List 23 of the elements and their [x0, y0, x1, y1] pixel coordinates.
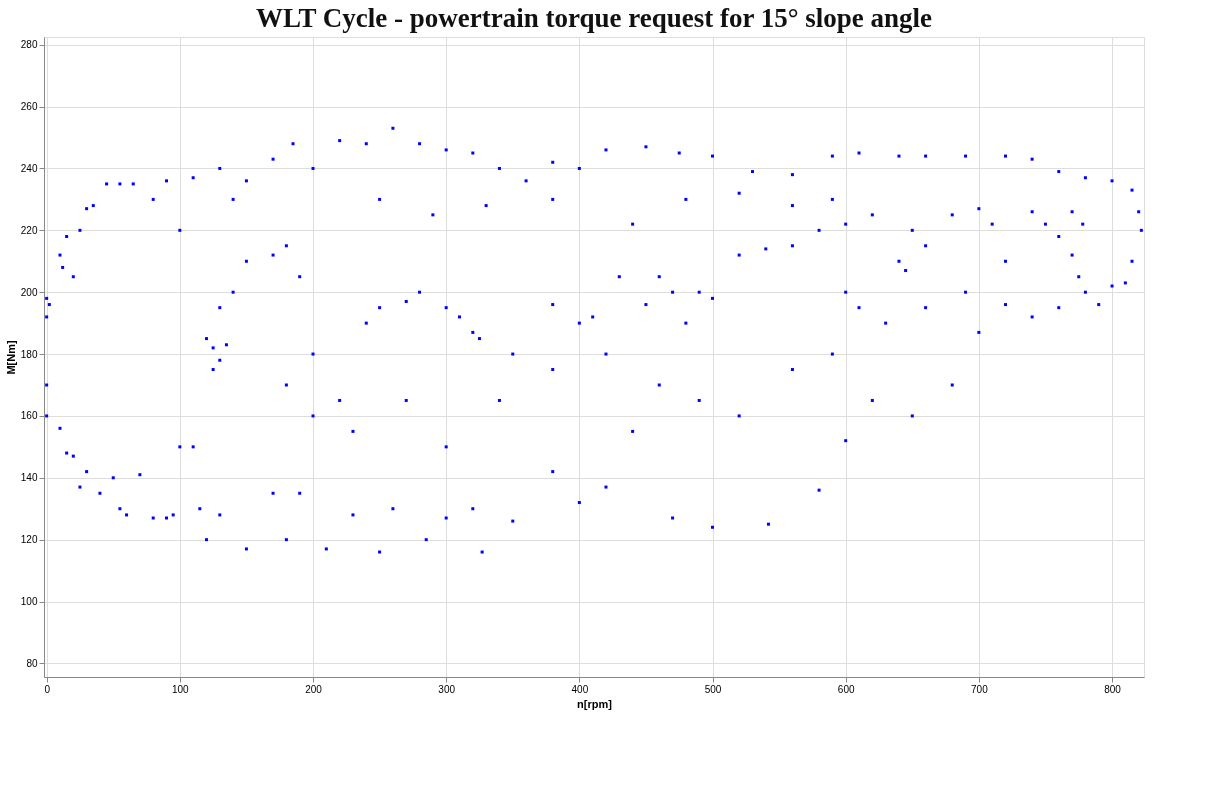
y-tick-label: 220	[20, 224, 38, 236]
x-tick-label: 500	[704, 683, 722, 695]
x-tick-label: 100	[171, 683, 190, 695]
x-tick-label: 0	[44, 683, 51, 695]
x-tick-label: 400	[571, 683, 589, 695]
x-tick-label: 600	[837, 683, 855, 695]
y-tick-label: 260	[20, 101, 38, 113]
y-tick-label: 100	[20, 596, 38, 608]
y-tick-label: 280	[20, 39, 38, 51]
y-tick-label: 80	[26, 657, 38, 669]
y-tick-label: 140	[20, 472, 38, 484]
x-tick-label: 700	[971, 683, 989, 695]
x-axis-title: n[rpm]	[577, 697, 613, 710]
y-tick-label: 200	[20, 286, 38, 298]
y-axis-title: M[Nm]	[4, 340, 17, 375]
x-tick-label: 200	[305, 683, 323, 695]
y-tick-label: 240	[20, 162, 38, 174]
x-tick-label: 300	[438, 683, 456, 695]
y-tick-label: 160	[20, 410, 38, 422]
chart-title: WLT Cycle - powertrain torque request for 15° slope angle	[255, 3, 933, 33]
y-tick-label: 180	[20, 348, 38, 360]
y-tick-label: 120	[20, 534, 38, 546]
x-tick-label: 800	[1104, 683, 1122, 695]
